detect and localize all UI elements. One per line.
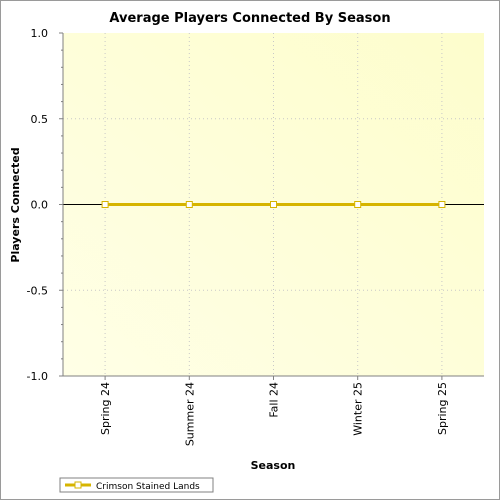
series-lines xyxy=(101,201,446,208)
x-tick-label: Spring 25 xyxy=(436,382,449,435)
y-tick-label: -0.5 xyxy=(27,284,48,297)
x-tick-label: Fall 24 xyxy=(268,382,281,418)
data-point xyxy=(101,201,109,208)
x-tick-label: Spring 24 xyxy=(99,382,112,435)
y-tick-label: -1.0 xyxy=(27,370,48,383)
y-tick-label: 1.0 xyxy=(31,27,49,40)
y-tick-label: 0.5 xyxy=(31,113,49,126)
legend-box xyxy=(59,477,214,493)
y-tick-label: 0.0 xyxy=(31,199,49,212)
y-axis-ticks: 1.0 0.5 0.0 -0.5 -1.0 xyxy=(27,27,63,383)
data-point xyxy=(270,201,277,208)
legend-swatch-marker xyxy=(74,481,82,489)
data-point xyxy=(354,201,362,208)
x-axis-ticks: Spring 24 Summer 24 Fall 24 Winter 25 Spring… xyxy=(99,376,449,446)
chart-title: Average Players Connected By Season xyxy=(109,11,390,26)
legend-entry-label: Crimson Stained Lands xyxy=(96,482,200,492)
data-point xyxy=(438,201,446,208)
y-axis-label: Players Connected xyxy=(9,147,22,262)
x-tick-label: Summer 24 xyxy=(183,382,196,446)
data-point xyxy=(185,201,193,208)
legend-swatch-icon xyxy=(65,481,91,489)
x-tick-label: Winter 25 xyxy=(352,382,365,436)
legend: Crimson Stained Lands xyxy=(59,477,214,493)
x-axis-label: Season xyxy=(251,459,296,472)
